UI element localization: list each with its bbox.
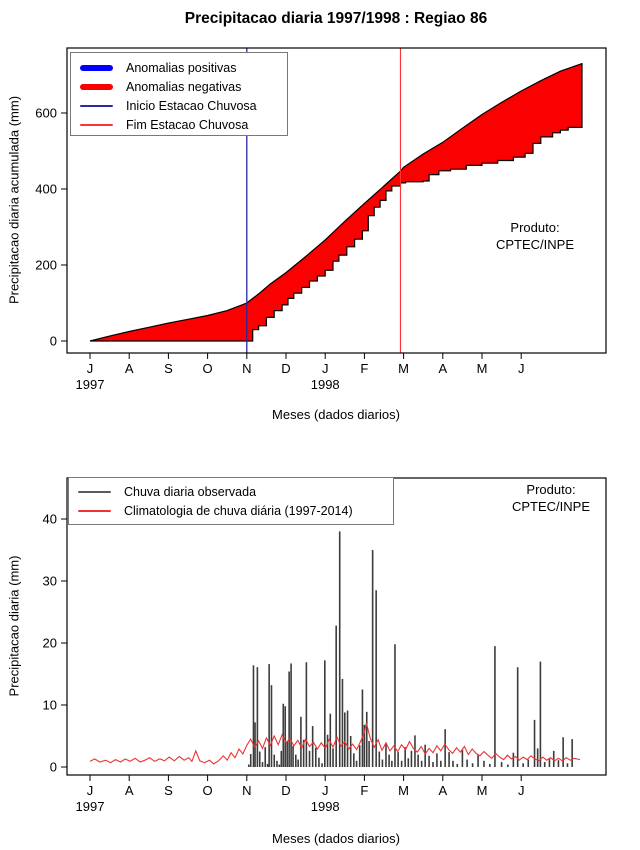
legend-item: Chuva diaria observada: [69, 482, 393, 501]
legend-item: Climatologia de chuva diária (1997-2014): [69, 501, 393, 520]
svg-text:M: M: [398, 783, 409, 798]
svg-text:1998: 1998: [311, 377, 340, 392]
svg-text:A: A: [438, 783, 447, 798]
legend-line-swatch: [80, 104, 113, 107]
legend-item: Anomalias negativas: [71, 77, 287, 96]
svg-text:D: D: [281, 361, 290, 376]
legend-line-swatch: [78, 509, 111, 512]
svg-text:40: 40: [43, 512, 57, 527]
svg-text:M: M: [398, 361, 409, 376]
legend-item: Inicio Estacao Chuvosa: [71, 96, 287, 115]
produto-credit: Produto: CPTEC/INPE: [476, 482, 626, 515]
legend: Chuva diaria observada Climatologia de c…: [68, 477, 394, 525]
svg-text:10: 10: [43, 698, 57, 713]
svg-text:N: N: [242, 361, 251, 376]
legend-line-swatch: [78, 490, 111, 493]
svg-text:1997: 1997: [76, 799, 105, 814]
produto-label: Produto:: [510, 220, 560, 235]
svg-text:D: D: [281, 783, 290, 798]
produto-label: Produto:: [526, 482, 576, 497]
svg-text:0: 0: [50, 760, 57, 775]
svg-text:200: 200: [35, 258, 57, 273]
svg-text:O: O: [203, 783, 213, 798]
svg-text:O: O: [203, 361, 213, 376]
svg-text:J: J: [322, 783, 329, 798]
legend-item: Fim Estacao Chuvosa: [71, 115, 287, 134]
svg-text:N: N: [242, 783, 251, 798]
produto-credit: Produto: CPTEC/INPE: [460, 220, 610, 253]
svg-text:S: S: [164, 361, 173, 376]
svg-text:400: 400: [35, 182, 57, 197]
legend: Anomalias positivas Anomalias negativas …: [70, 52, 288, 136]
produto-value: CPTEC/INPE: [495, 236, 574, 252]
legend-line-swatch: [80, 123, 113, 126]
legend-item: Anomalias positivas: [71, 58, 287, 77]
svg-text:A: A: [125, 361, 134, 376]
svg-text:0: 0: [50, 334, 57, 349]
svg-text:A: A: [438, 361, 447, 376]
page-title: Precipitacao diaria 1997/1998 : Regiao 8…: [184, 10, 488, 27]
legend-item-label: Chuva diaria observada: [124, 484, 257, 499]
svg-text:30: 30: [43, 574, 57, 589]
svg-text:20: 20: [43, 636, 57, 651]
y-axis-title: Precipitacao diaria acumulada (mm): [6, 95, 22, 305]
legend-line-swatch: [80, 64, 113, 71]
svg-text:A: A: [125, 783, 134, 798]
svg-text:J: J: [322, 361, 329, 376]
x-axis-title: Meses (dados diarios): [272, 831, 400, 846]
climatology-line: [89, 722, 581, 765]
legend-item-label: Anomalias negativas: [126, 79, 242, 94]
negative-anomaly-area: [89, 62, 583, 342]
legend-line-swatch: [80, 83, 113, 90]
legend-item-label: Anomalias positivas: [126, 60, 237, 75]
svg-text:M: M: [477, 783, 488, 798]
legend-item-label: Fim Estacao Chuvosa: [126, 117, 249, 132]
x-axis-title: Meses (dados diarios): [272, 407, 400, 422]
svg-text:600: 600: [35, 106, 57, 121]
svg-text:J: J: [87, 361, 94, 376]
y-axis-title: Precipitacao diaria (mm): [6, 555, 22, 697]
legend-item-label: Inicio Estacao Chuvosa: [126, 98, 257, 113]
svg-text:S: S: [164, 783, 173, 798]
svg-text:J: J: [518, 783, 525, 798]
svg-text:J: J: [87, 783, 94, 798]
daily-bars: [247, 531, 573, 767]
legend-item-label: Climatologia de chuva diária (1997-2014): [124, 503, 353, 518]
svg-text:M: M: [477, 361, 488, 376]
svg-text:F: F: [360, 783, 368, 798]
svg-text:1997: 1997: [76, 377, 105, 392]
svg-text:1998: 1998: [311, 799, 340, 814]
produto-value: CPTEC/INPE: [511, 498, 590, 514]
svg-text:J: J: [518, 361, 525, 376]
svg-text:F: F: [360, 361, 368, 376]
